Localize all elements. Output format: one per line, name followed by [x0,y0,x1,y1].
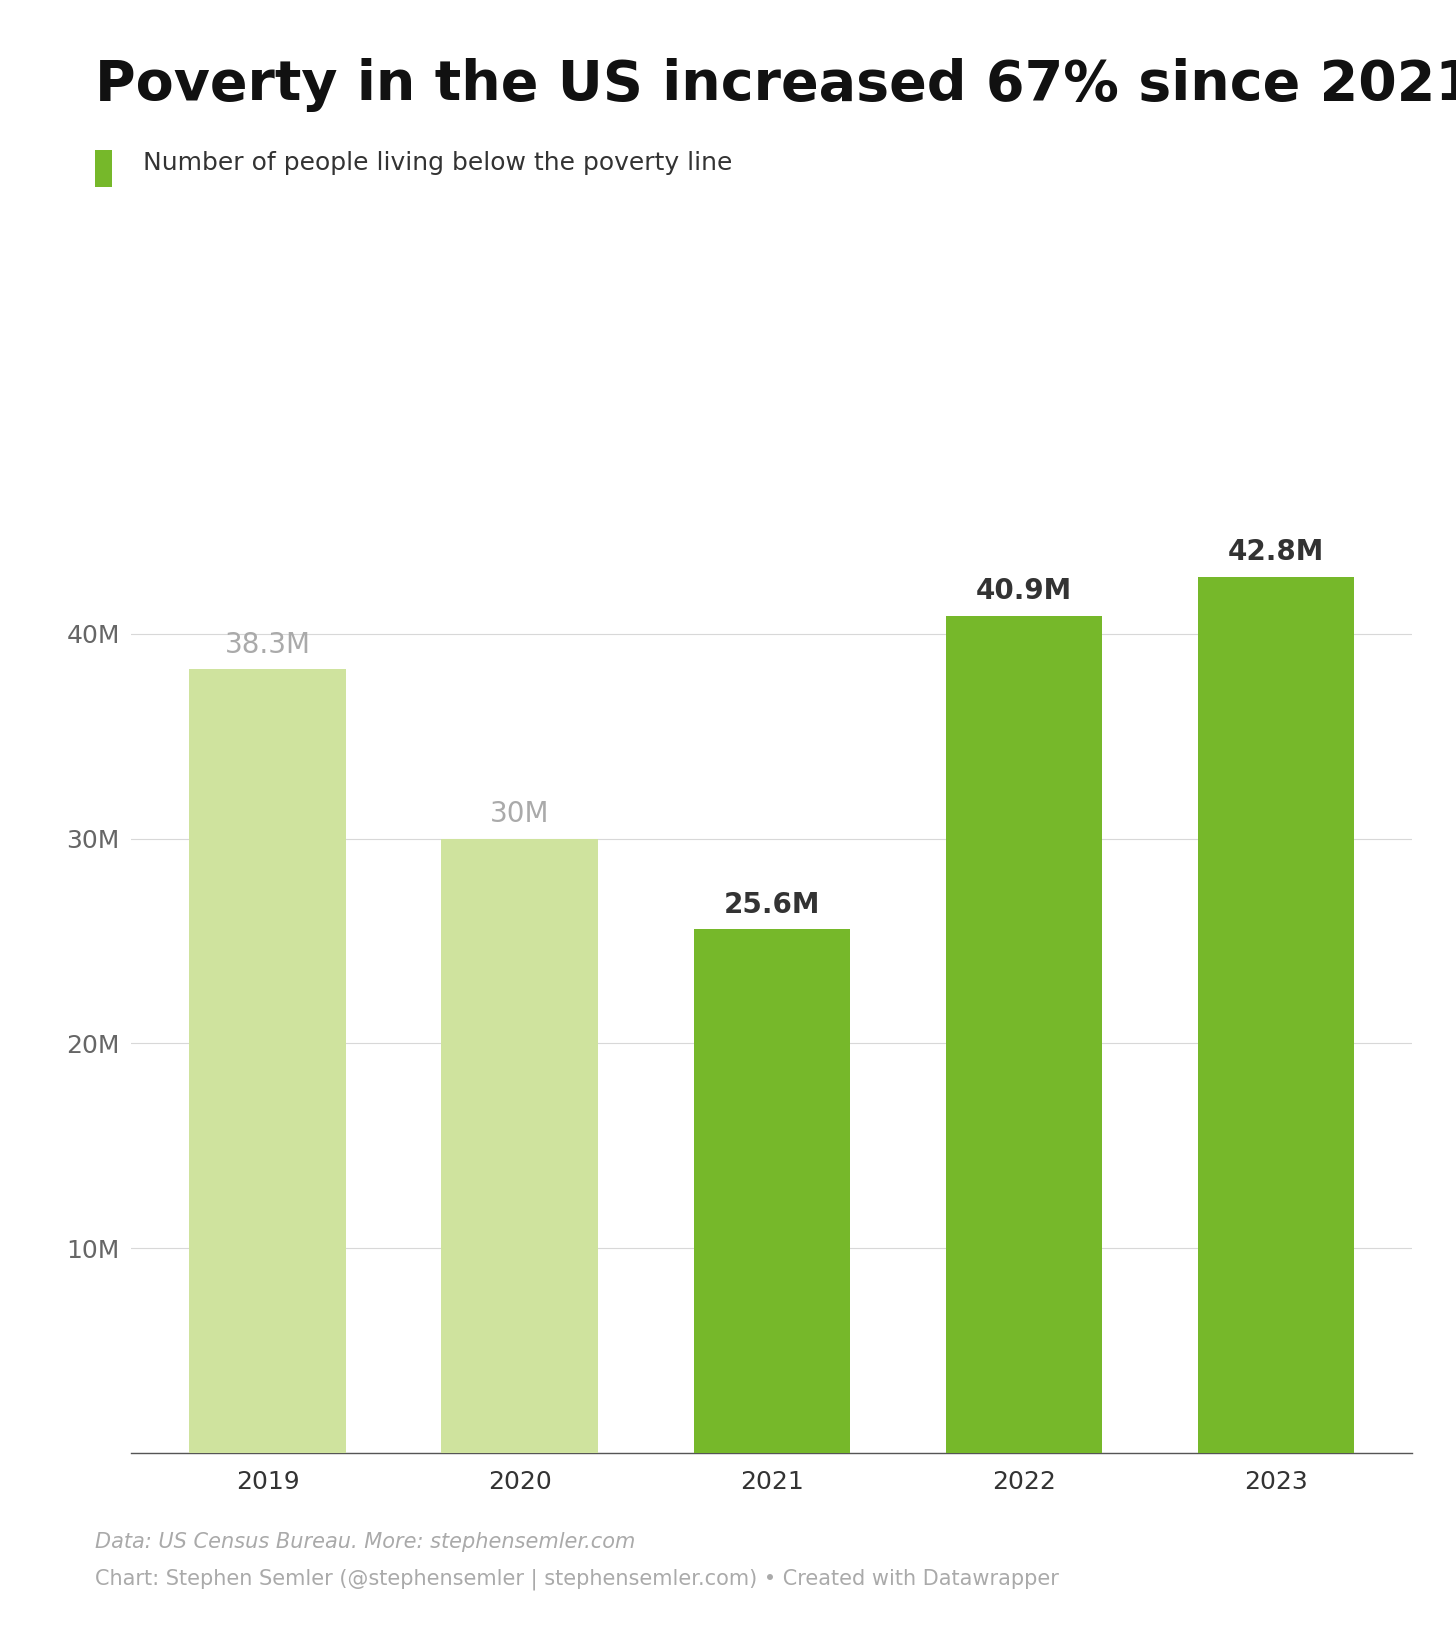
Bar [1198,576,1354,1453]
Text: 38.3M: 38.3M [224,631,310,659]
Text: 25.6M: 25.6M [724,890,820,918]
Text: 40.9M: 40.9M [976,578,1072,606]
Text: Poverty in the US increased 67% since 2021: Poverty in the US increased 67% since 20… [95,58,1456,112]
Text: Data: US Census Bureau. More: stephensemler.com: Data: US Census Bureau. More: stephensem… [95,1532,635,1552]
Text: 30M: 30M [489,801,549,829]
Bar [189,669,345,1453]
Bar [945,616,1102,1453]
Text: Chart: Stephen Semler (@stephensemler | stephensemler.com) • Created with Datawr: Chart: Stephen Semler (@stephensemler | … [95,1568,1059,1590]
Text: 42.8M: 42.8M [1227,538,1324,566]
Bar [693,930,850,1453]
Text: Number of people living below the poverty line: Number of people living below the povert… [143,152,732,175]
Bar [441,839,598,1453]
